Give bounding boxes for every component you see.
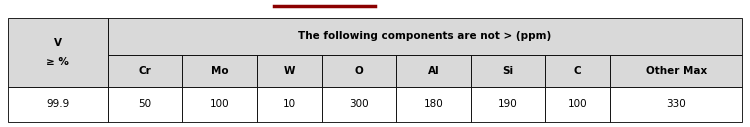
Bar: [471, 87, 545, 122]
Text: 100: 100: [568, 99, 587, 109]
Bar: [322, 55, 396, 87]
Bar: [396, 55, 471, 87]
Bar: [8, 87, 108, 122]
Text: C: C: [574, 66, 581, 76]
Text: 330: 330: [666, 99, 686, 109]
Text: 100: 100: [209, 99, 230, 109]
Bar: [396, 87, 471, 122]
Text: O: O: [355, 66, 364, 76]
Bar: [8, 18, 108, 87]
Text: 50: 50: [139, 99, 152, 109]
Bar: [545, 87, 610, 122]
Text: Si: Si: [503, 66, 514, 76]
Text: 10: 10: [283, 99, 296, 109]
Bar: [108, 55, 182, 87]
Bar: [610, 55, 742, 87]
Text: 180: 180: [424, 99, 443, 109]
Text: 190: 190: [498, 99, 517, 109]
Text: ≥ %: ≥ %: [46, 57, 69, 67]
Text: Al: Al: [427, 66, 439, 76]
Text: Other Max: Other Max: [646, 66, 706, 76]
Bar: [108, 87, 182, 122]
Text: 300: 300: [350, 99, 369, 109]
Bar: [256, 55, 322, 87]
Bar: [256, 87, 322, 122]
Bar: [322, 87, 396, 122]
Bar: [182, 87, 256, 122]
Text: The following components are not > (ppm): The following components are not > (ppm): [298, 31, 551, 41]
Bar: [471, 55, 545, 87]
Bar: [610, 87, 742, 122]
Text: V: V: [54, 38, 62, 48]
Text: 99.9: 99.9: [46, 99, 70, 109]
Text: Cr: Cr: [139, 66, 152, 76]
Bar: [545, 55, 610, 87]
Text: W: W: [284, 66, 295, 76]
Bar: [182, 55, 256, 87]
Text: Mo: Mo: [211, 66, 228, 76]
Bar: [108, 18, 742, 55]
